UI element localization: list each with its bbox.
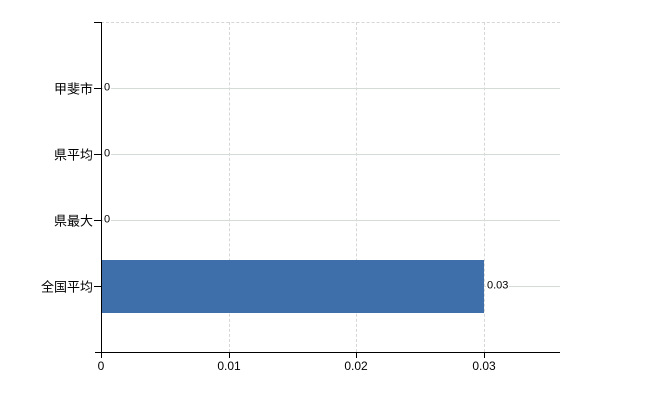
bar (102, 260, 484, 313)
value-label: 0 (103, 213, 112, 227)
x-tick-label: 0 (97, 359, 105, 373)
value-label: 0 (103, 81, 112, 95)
x-gridline (484, 22, 485, 352)
x-axis-tick (101, 352, 102, 358)
value-label: 0 (103, 147, 112, 161)
x-axis-tick (229, 352, 230, 358)
x-tick-label: 0.02 (344, 359, 368, 373)
category-label: 県最大 (53, 213, 93, 229)
category-label: 県平均 (53, 147, 93, 163)
y-axis-tick (94, 22, 101, 23)
plot-top-border (101, 22, 560, 23)
x-tick-label: 0.01 (217, 359, 241, 373)
x-axis-tick (356, 352, 357, 358)
value-label: 0.03 (486, 279, 510, 293)
x-gridline (356, 22, 357, 352)
y-axis-tick (94, 220, 101, 221)
y-axis-tick (94, 88, 101, 89)
x-tick-label: 0.03 (472, 359, 496, 373)
x-gridline (229, 22, 230, 352)
category-row-line (101, 220, 560, 221)
y-axis-tick (94, 154, 101, 155)
category-row-line (101, 154, 560, 155)
category-label: 全国平均 (40, 279, 93, 295)
x-axis-line (95, 352, 560, 353)
x-axis-tick (484, 352, 485, 358)
category-row-line (101, 88, 560, 89)
y-axis-line (101, 22, 102, 352)
category-label: 甲斐市 (53, 81, 93, 97)
y-axis-tick (94, 286, 101, 287)
